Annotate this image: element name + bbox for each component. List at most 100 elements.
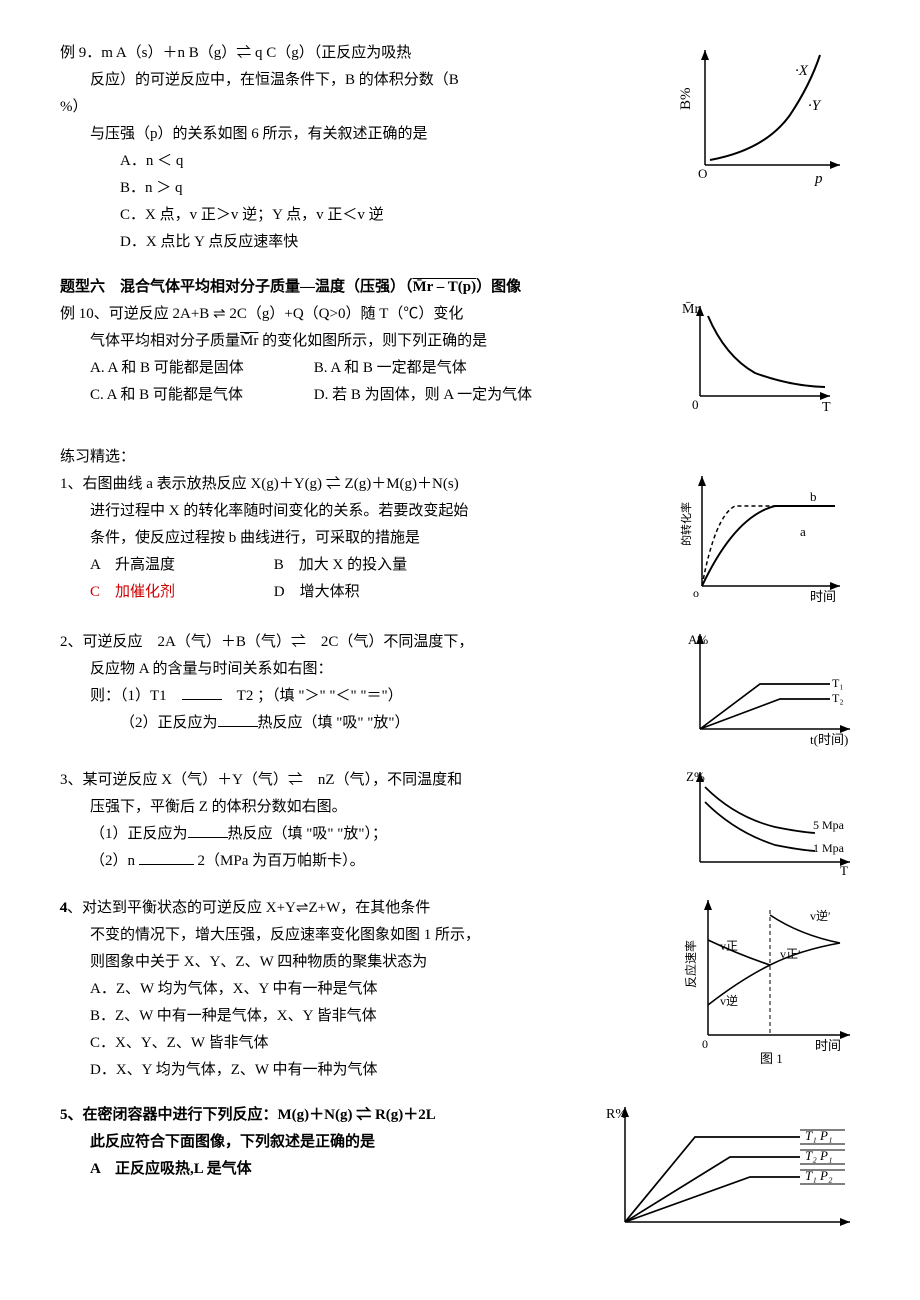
p4-l1t: 4、对达到平衡状态的可逆反应 X+Y⇌Z+W，在其他条件: [60, 900, 431, 916]
svg-text:v正′: v正′: [780, 947, 801, 961]
p3-l4: （2）n 2（MPa 为百万帕斯卡）。: [60, 848, 670, 875]
ex9-line3: %）: [60, 94, 670, 121]
svg-text:v正: v正: [720, 939, 738, 953]
p1-optA: A 升高温度: [90, 552, 270, 579]
p2-l4b: 热反应（填 "吸" "放"）: [258, 715, 410, 731]
type6-suffix: ）图像: [476, 279, 521, 295]
p1-l3: 条件，使反应过程按 b 曲线进行，可采取的措施是: [60, 525, 670, 552]
ex10-opts-row1: A. A 和 B 可能都是固体 B. A 和 B 一定都是气体: [60, 355, 670, 382]
svg-text:R%: R%: [606, 1107, 627, 1122]
p5-chart: R% T₁ P₁ T₂ P₁ T₁ P₂: [600, 1102, 860, 1232]
example-10: 例 10、可逆反应 2A+B ⇌ 2C（g）+Q（Q>0）随 T（℃）变化 气体…: [60, 301, 860, 411]
ex10-chart: M̄r 0 T: [680, 301, 860, 411]
practice-5: 5、在密闭容器中进行下列反应：M(g)＋N(g) ⇌ R(g)＋2L 此反应符合…: [60, 1102, 860, 1232]
p2-blank2[interactable]: [218, 711, 258, 727]
p1-chart: 的转化率 o 时间 a b: [680, 471, 860, 611]
p3-l2: 压强下，平衡后 Z 的体积分数如右图。: [60, 794, 670, 821]
p2-l1: 2、可逆反应 2A（气）＋B（气）⇌ 2C（气）不同温度下，: [60, 629, 670, 656]
ex9-optC: C．X 点，v 正＞v 逆；Y 点，v 正＜v 逆: [60, 202, 670, 229]
practice-3: 3、某可逆反应 X（气）＋Y（气）⇌ nZ（气），不同温度和 压强下，平衡后 Z…: [60, 767, 860, 877]
p2-l4a: （2）正反应为: [120, 715, 218, 731]
p4-optD: D．X、Y 均为气体，Z、W 中有一种为气体: [60, 1057, 670, 1084]
p4-l3: 则图象中关于 X、Y、Z、W 四种物质的聚集状态为: [60, 949, 670, 976]
ex10-optD: D. 若 B 为固体，则 A 一定为气体: [314, 387, 532, 403]
ex9-line4: 与压强（p）的关系如图 6 所示，有关叙述正确的是: [60, 121, 670, 148]
svg-text:B%: B%: [680, 88, 694, 111]
ex9-line2: 反应）的可逆反应中，在恒温条件下，B 的体积分数（B: [60, 67, 670, 94]
ex10-line2: 气体平均相对分子质量M̄r 的变化如图所示，则下列正确的是: [60, 328, 670, 355]
ex10-l2-pre: 气体平均相对分子质量: [90, 333, 240, 349]
svg-text:A%: A%: [688, 632, 708, 647]
svg-text:M̄r: M̄r: [682, 301, 699, 317]
ex10-optA: A. A 和 B 可能都是固体: [90, 355, 310, 382]
p1-opts2: C 加催化剂 D 增大体积: [60, 579, 670, 606]
p1-opts1: A 升高温度 B 加大 X 的投入量: [60, 552, 670, 579]
svg-text:a: a: [800, 524, 806, 539]
ex9-optB: B．n ＞ q: [60, 175, 670, 202]
svg-text:T₂: T₂: [832, 691, 844, 705]
practice-title: 练习精选：: [60, 444, 860, 471]
p5-text: 5、在密闭容器中进行下列反应：M(g)＋N(g) ⇌ R(g)＋2L 此反应符合…: [60, 1102, 590, 1183]
p1-optB: B 加大 X 的投入量: [274, 557, 407, 573]
ex10-opts-row2: C. A 和 B 可能都是气体 D. 若 B 为固体，则 A 一定为气体: [60, 382, 670, 409]
p4-optC: C．X、Y、Z、W 皆非气体: [60, 1030, 670, 1057]
p4-optA: A．Z、W 均为气体，X、Y 中有一种是气体: [60, 976, 670, 1003]
p3-text: 3、某可逆反应 X（气）＋Y（气）⇌ nZ（气），不同温度和 压强下，平衡后 Z…: [60, 767, 670, 875]
p1-optC: C 加催化剂: [90, 579, 270, 606]
ex10-optC: C. A 和 B 可能都是气体: [90, 382, 310, 409]
svg-text:1 Mpa: 1 Mpa: [813, 841, 845, 855]
p3-l3b: 热反应（填 "吸" "放"）；: [228, 826, 388, 842]
svg-text:图 1: 图 1: [760, 1051, 783, 1065]
ex10-text: 例 10、可逆反应 2A+B ⇌ 2C（g）+Q（Q>0）随 T（℃）变化 气体…: [60, 301, 670, 409]
p4-text: 44、对达到平衡状态的可逆反应 X+Y⇌Z+W，在其他条件 不变的情况下，增大压…: [60, 895, 670, 1084]
svg-text:Z%: Z%: [686, 769, 705, 784]
p1-optD: D 增大体积: [274, 584, 360, 600]
ex9-chart: B% O ·X ·Y p: [680, 40, 860, 190]
svg-text:p: p: [814, 171, 823, 187]
svg-text:5 Mpa: 5 Mpa: [813, 818, 845, 832]
p3-l4a: （2）n: [90, 853, 139, 869]
ex9-optA: A．n ＜ q: [60, 148, 670, 175]
ex10-optB: B. A 和 B 一定都是气体: [314, 360, 467, 376]
p5-optA: A 正反应吸热,L 是气体: [60, 1156, 590, 1183]
ex9-text: 例 9．m A（s）＋n B（g）⇌ q C（g）（正反应为吸热 反应）的可逆反…: [60, 40, 670, 256]
svg-text:o: o: [693, 586, 699, 600]
svg-text:0: 0: [692, 397, 699, 411]
p2-text: 2、可逆反应 2A（气）＋B（气）⇌ 2C（气）不同温度下， 反应物 A 的含量…: [60, 629, 670, 737]
p2-l3b: T2 ；（填 "＞" "＜" "＝"）: [222, 688, 403, 704]
svg-text:时间: 时间: [810, 589, 836, 604]
practice-4: 44、对达到平衡状态的可逆反应 X+Y⇌Z+W，在其他条件 不变的情况下，增大压…: [60, 895, 860, 1084]
p2-blank1[interactable]: [182, 684, 222, 700]
svg-text:v逆: v逆: [720, 993, 738, 1008]
p2-chart: A% T₁ T₂ t(时间): [680, 629, 860, 749]
p1-l1: 1、右图曲线 a 表示放热反应 X(g)＋Y(g) ⇌ Z(g)＋M(g)＋N(…: [60, 471, 670, 498]
example-9: 例 9．m A（s）＋n B（g）⇌ q C（g）（正反应为吸热 反应）的可逆反…: [60, 40, 860, 256]
p3-blank2[interactable]: [139, 849, 194, 865]
svg-text:时间: 时间: [815, 1038, 841, 1053]
p4-optB: B．Z、W 中有一种是气体，X、Y 皆非气体: [60, 1003, 670, 1030]
practice-1: 1、右图曲线 a 表示放热反应 X(g)＋Y(g) ⇌ Z(g)＋M(g)＋N(…: [60, 471, 860, 611]
p2-l2: 反应物 A 的含量与时间关系如右图：: [60, 656, 670, 683]
svg-text:t(时间): t(时间): [810, 732, 848, 747]
p3-l3: （1）正反应为热反应（填 "吸" "放"）；: [60, 821, 670, 848]
p4-l2: 不变的情况下，增大压强，反应速率变化图象如图 1 所示，: [60, 922, 670, 949]
svg-text:T₁: T₁: [832, 676, 844, 690]
svg-text:v逆′: v逆′: [810, 908, 831, 923]
svg-text:的转化率: 的转化率: [680, 502, 693, 546]
svg-text:·X: ·X: [795, 63, 809, 79]
p1-l2: 进行过程中 X 的转化率随时间变化的关系。若要改变起始: [60, 498, 670, 525]
p4-chart: 反应速率 0 时间 v正 v逆 v逆′ v正′ 图 1: [680, 895, 860, 1065]
ex9-optD: D．X 点比 Y 点反应速率快: [60, 229, 670, 256]
p3-l4b: 2（MPa 为百万帕斯卡）。: [194, 853, 365, 869]
p3-chart: Z% 5 Mpa 1 Mpa T: [680, 767, 860, 877]
p4-l1: 44、对达到平衡状态的可逆反应 X+Y⇌Z+W，在其他条件: [60, 895, 670, 922]
type6-mid: M̄r – T(p): [413, 279, 477, 295]
svg-text:·Y: ·Y: [808, 98, 822, 114]
p3-blank1[interactable]: [188, 822, 228, 838]
ex10-l2-suf: 的变化如图所示，则下列正确的是: [258, 333, 487, 349]
p5-l2: 此反应符合下面图像，下列叙述是正确的是: [60, 1129, 590, 1156]
type6-title: 题型六 混合气体平均相对分子质量—温度（压强）（M̄r – T(p)）图像: [60, 274, 860, 301]
p1-text: 1、右图曲线 a 表示放热反应 X(g)＋Y(g) ⇌ Z(g)＋M(g)＋N(…: [60, 471, 670, 606]
svg-text:b: b: [810, 489, 817, 504]
p5-l1: 5、在密闭容器中进行下列反应：M(g)＋N(g) ⇌ R(g)＋2L: [60, 1102, 590, 1129]
